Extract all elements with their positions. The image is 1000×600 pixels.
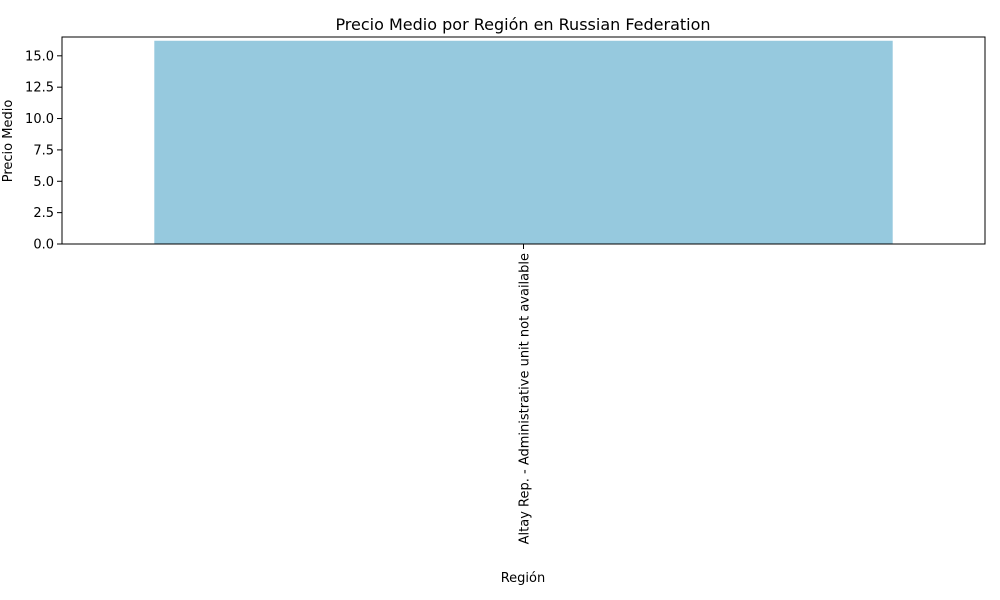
plot-area: Altay Rep. - Administrative unit not ava…	[25, 36, 986, 544]
y-axis-label: Precio Medio	[1, 100, 16, 183]
y-tick-label: 15.0	[25, 49, 54, 64]
chart-title: Precio Medio por Región en Russian Feder…	[335, 15, 710, 34]
x-axis-label: Región	[501, 571, 546, 586]
y-tick-label: 0.0	[33, 238, 54, 253]
y-tick-label: 7.5	[33, 143, 54, 158]
y-tick-label: 10.0	[25, 112, 54, 127]
bar	[154, 40, 893, 245]
y-tick-label: 5.0	[33, 175, 54, 190]
y-tick-label: 12.5	[25, 81, 54, 96]
y-tick-label: 2.5	[33, 206, 54, 221]
x-tick-label: Altay Rep. - Administrative unit not ava…	[518, 253, 533, 544]
plot-frame	[61, 36, 986, 245]
